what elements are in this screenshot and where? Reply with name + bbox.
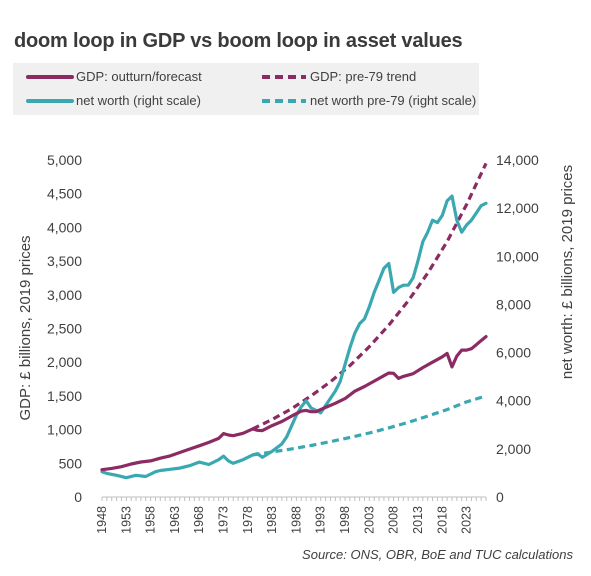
x-tick-label: 2008 (387, 506, 401, 534)
x-tick-label: 1968 (192, 506, 206, 534)
y-tick-label-left: 1,000 (47, 422, 82, 438)
y-tick-label-left: 3,500 (47, 253, 82, 269)
x-tick-label: 1988 (289, 506, 303, 534)
x-tick-label: 2018 (435, 506, 449, 534)
series-line-gdp-outturn-forecast (100, 335, 488, 472)
y-tick-label-left: 1,500 (47, 388, 82, 404)
y-tick-label-right: 10,000 (496, 248, 539, 264)
x-tick-label: 1983 (265, 506, 279, 534)
y-axis-label-left: GDP: £ billions, 2019 prices (17, 235, 34, 420)
x-tick-label: 2003 (362, 506, 376, 534)
y-axis-label-right: net worth: £ billions, 2019 prices (559, 165, 576, 379)
y-tick-label-left: 4,500 (47, 186, 82, 202)
x-tick-label: 1993 (314, 506, 328, 534)
y-tick-label-left: 2,000 (47, 354, 82, 370)
series-line-net-worth-right-scale (100, 194, 488, 480)
x-tick-label: 1963 (168, 506, 182, 534)
y-tick-label-left: 3,000 (47, 287, 82, 303)
legend: GDP: outturn/forecast GDP: pre-79 trend … (13, 63, 479, 115)
x-tick-label: 1973 (217, 506, 231, 534)
y-tick-label-right: 8,000 (496, 296, 531, 312)
legend-label-gdp-trend: GDP: pre-79 trend (310, 69, 416, 84)
y-tick-label-left: 5,000 (47, 152, 82, 168)
x-tick-label: 1953 (119, 506, 133, 534)
y-tick-label-left: 0 (74, 489, 82, 505)
y-tick-label-right: 2,000 (496, 441, 531, 457)
x-tick-label: 1978 (241, 506, 255, 534)
x-tick-label: 2023 (460, 506, 474, 534)
y-tick-label-right: 0 (496, 489, 504, 505)
y-tick-label-right: 12,000 (496, 200, 539, 216)
y-tick-label-right: 14,000 (496, 152, 539, 168)
x-tick-label: 1958 (144, 506, 158, 534)
x-tick-label: 1948 (95, 506, 109, 534)
x-tick-label: 1998 (338, 506, 352, 534)
legend-label-networth: net worth (right scale) (76, 93, 201, 108)
y-tick-label-right: 6,000 (496, 345, 531, 361)
series-lines (100, 162, 488, 480)
source-note: Source: ONS, OBR, BoE and TUC calculatio… (302, 547, 573, 562)
legend-background (13, 63, 479, 115)
y-tick-label-left: 4,000 (47, 219, 82, 235)
y-tick-label-right: 4,000 (496, 393, 531, 409)
legend-label-networth-trend: net worth pre-79 (right scale) (310, 93, 476, 108)
series-line-net-worth-pre-79-right-scale (252, 394, 487, 457)
axes: 0 500 1,000 1,500 2,000 2,500 3,000 3,500 4,000 4… (47, 152, 539, 534)
series-line-gdp-pre-79-trend (252, 162, 488, 431)
chart-title: doom loop in GDP vs boom loop in asset v… (14, 30, 463, 52)
y-tick-label-left: 2,500 (47, 321, 82, 337)
legend-label-gdp: GDP: outturn/forecast (76, 69, 202, 84)
x-tick-label: 2013 (411, 506, 425, 534)
y-tick-label-left: 500 (59, 455, 83, 471)
